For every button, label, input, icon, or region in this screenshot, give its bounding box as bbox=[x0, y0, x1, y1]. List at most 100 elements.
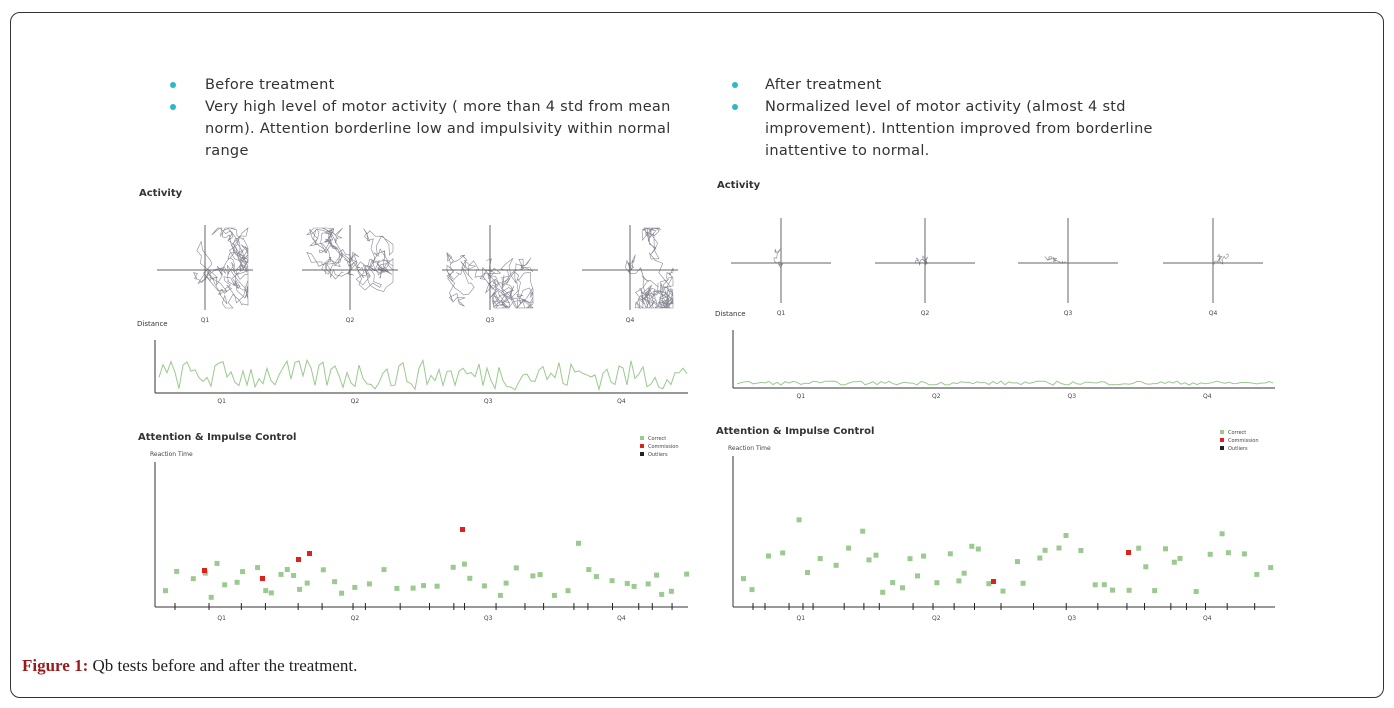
distance-trace bbox=[736, 380, 1274, 386]
quarter-label: Q3 bbox=[484, 398, 493, 405]
reaction-point bbox=[668, 588, 674, 594]
movement-trace bbox=[193, 227, 249, 309]
quarter-label: Q2 bbox=[932, 615, 941, 622]
reaction-point bbox=[873, 552, 879, 558]
reaction-point bbox=[467, 575, 473, 581]
reaction-point bbox=[268, 590, 274, 596]
reaction-point bbox=[1020, 580, 1026, 586]
reaction-point bbox=[866, 557, 872, 563]
caption-label: Figure 1: bbox=[22, 656, 89, 675]
reaction-point bbox=[624, 581, 630, 586]
reaction-point bbox=[1000, 588, 1006, 594]
reaction-point bbox=[1063, 533, 1069, 538]
reaction-point bbox=[969, 543, 975, 549]
reaction-point bbox=[1254, 571, 1260, 577]
reaction-point bbox=[1136, 545, 1142, 551]
quarter-label: Q2 bbox=[346, 317, 355, 324]
commission-point bbox=[296, 557, 301, 562]
panel-label: Distance bbox=[715, 310, 746, 318]
axis-label: Reaction Time bbox=[728, 445, 771, 452]
bullet-dot bbox=[170, 104, 176, 110]
reaction-point bbox=[659, 591, 665, 597]
movement-trace bbox=[914, 255, 928, 266]
reaction-point bbox=[1193, 589, 1199, 594]
reaction-point bbox=[565, 588, 571, 594]
bullet-dot bbox=[732, 82, 738, 88]
bullet-text: Very high level of motor activity ( more… bbox=[205, 99, 671, 159]
quarter-label: Q1 bbox=[777, 310, 786, 317]
reaction-point bbox=[576, 540, 581, 546]
reaction-point bbox=[1015, 559, 1020, 565]
movement-trace bbox=[773, 248, 784, 268]
commission-point bbox=[460, 527, 465, 532]
quarter-label: Q3 bbox=[1067, 615, 1076, 622]
legend-swatch bbox=[640, 436, 644, 440]
reaction-point bbox=[741, 576, 746, 582]
reaction-point bbox=[202, 570, 208, 576]
reaction-point bbox=[1207, 551, 1213, 557]
reaction-point bbox=[537, 572, 543, 578]
quarter-label: Q2 bbox=[351, 615, 360, 622]
reaction-point bbox=[975, 546, 981, 552]
reaction-point bbox=[1177, 555, 1183, 561]
movement-trace bbox=[1213, 253, 1229, 265]
reaction-point bbox=[394, 585, 400, 591]
quarter-label: Q4 bbox=[1209, 310, 1218, 317]
reaction-point bbox=[421, 583, 427, 589]
reaction-point bbox=[1037, 555, 1043, 561]
movement-trace bbox=[1044, 256, 1067, 264]
quarter-label: Q2 bbox=[351, 398, 360, 405]
reaction-point bbox=[208, 594, 214, 600]
panel-label: Distance bbox=[137, 320, 168, 328]
caption-text: Qb tests before and after the treatment. bbox=[92, 656, 358, 675]
quarter-label: Q4 bbox=[617, 615, 626, 622]
legend-label: Correct bbox=[648, 436, 666, 442]
reaction-point bbox=[921, 553, 927, 559]
reaction-point bbox=[1219, 531, 1225, 537]
reaction-point bbox=[749, 587, 755, 593]
quarter-label: Q1 bbox=[796, 615, 805, 622]
legend-swatch bbox=[1220, 430, 1224, 434]
legend-swatch bbox=[640, 444, 644, 448]
quarter-label: Q2 bbox=[921, 310, 930, 317]
panel-label: Attention & Impulse Control bbox=[716, 426, 874, 437]
reaction-point bbox=[915, 573, 920, 579]
legend-label: Commission bbox=[648, 444, 679, 450]
reaction-point bbox=[900, 585, 905, 591]
reaction-point bbox=[593, 574, 599, 580]
reaction-point bbox=[366, 581, 372, 587]
legend-label: Commission bbox=[1228, 438, 1259, 444]
reaction-point bbox=[1126, 587, 1132, 593]
reaction-point bbox=[907, 556, 913, 562]
bullet-text: After treatment bbox=[765, 77, 882, 93]
commission-point bbox=[991, 579, 996, 584]
reaction-point bbox=[805, 570, 810, 575]
legend-label: Correct bbox=[1228, 430, 1246, 436]
quarter-label: Q4 bbox=[1203, 615, 1212, 622]
reaction-point bbox=[609, 578, 615, 584]
reaction-point bbox=[240, 569, 246, 575]
quarter-label: Q1 bbox=[201, 317, 210, 324]
legend-swatch bbox=[1220, 446, 1224, 450]
commission-point bbox=[1126, 550, 1131, 555]
reaction-point bbox=[947, 551, 953, 557]
reaction-point bbox=[1241, 551, 1247, 557]
commission-point bbox=[202, 568, 207, 573]
quarter-label: Q4 bbox=[1203, 393, 1212, 400]
reaction-point bbox=[450, 564, 456, 570]
reaction-point bbox=[174, 568, 180, 574]
reaction-point bbox=[817, 556, 823, 561]
reaction-point bbox=[291, 573, 297, 578]
legend-label: Outliers bbox=[648, 452, 668, 458]
reaction-point bbox=[645, 581, 651, 587]
reaction-point bbox=[381, 567, 387, 573]
legend-swatch bbox=[640, 452, 644, 456]
quarter-label: Q4 bbox=[626, 317, 635, 324]
figure-frame bbox=[10, 12, 1384, 698]
reaction-point bbox=[766, 553, 771, 559]
reaction-point bbox=[513, 565, 519, 571]
quarter-label: Q1 bbox=[796, 393, 805, 400]
reaction-point bbox=[956, 578, 962, 584]
